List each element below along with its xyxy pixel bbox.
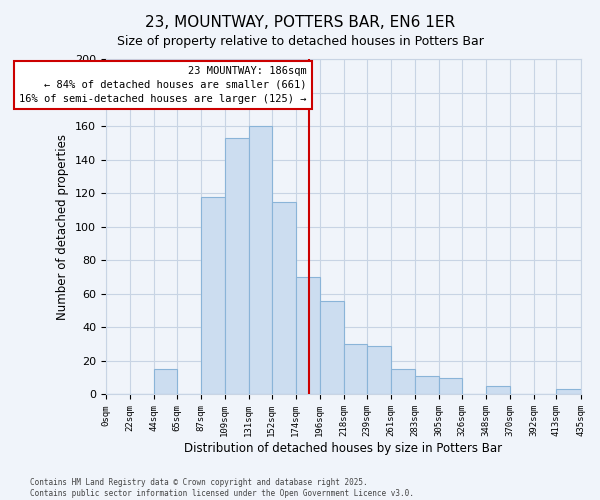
Bar (225, 138, 249, 394)
Text: Size of property relative to detached houses in Potters Bar: Size of property relative to detached ho… (116, 35, 484, 48)
Text: 23, MOUNTWAY, POTTERS BAR, EN6 1ER: 23, MOUNTWAY, POTTERS BAR, EN6 1ER (145, 15, 455, 30)
Bar (249, 126, 272, 394)
Y-axis label: Number of detached properties: Number of detached properties (56, 134, 70, 320)
Bar (391, 370, 415, 394)
X-axis label: Distribution of detached houses by size in Potters Bar: Distribution of detached houses by size … (184, 442, 502, 455)
Bar (556, 390, 581, 394)
Text: Contains HM Land Registry data © Crown copyright and database right 2025.
Contai: Contains HM Land Registry data © Crown c… (30, 478, 414, 498)
Bar (485, 386, 509, 394)
Bar (320, 300, 344, 394)
Text: 23 MOUNTWAY: 186sqm
← 84% of detached houses are smaller (661)
16% of semi-detac: 23 MOUNTWAY: 186sqm ← 84% of detached ho… (19, 66, 307, 104)
Bar (439, 378, 461, 394)
Bar (415, 376, 439, 394)
Bar (296, 277, 320, 394)
Bar (367, 346, 391, 395)
Bar (272, 202, 296, 394)
Bar (154, 370, 177, 394)
Bar (344, 344, 367, 395)
Bar (201, 196, 225, 394)
